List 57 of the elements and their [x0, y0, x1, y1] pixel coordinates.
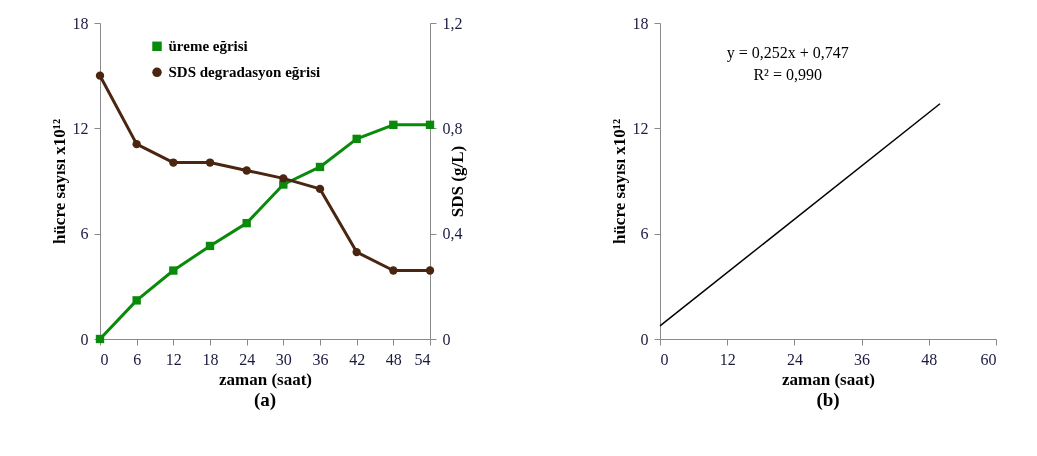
text: (b)	[816, 389, 840, 411]
point	[315, 184, 325, 194]
point	[279, 174, 288, 183]
y-tick-label: 0	[80, 330, 89, 348]
point	[352, 247, 361, 257]
x-tick-label: 12	[165, 350, 182, 368]
point	[132, 296, 141, 305]
y-tick-label: 12	[632, 119, 649, 137]
x-tick-label: 6	[133, 350, 142, 368]
y2-tick-label: 0	[442, 330, 451, 348]
point	[205, 158, 215, 167]
x-tick-label: 12	[719, 350, 736, 368]
y-tick-label: 0	[640, 330, 649, 348]
x-tick-label: 54	[414, 350, 431, 368]
point	[315, 162, 325, 172]
x-tick-label: 60	[980, 350, 997, 368]
x-tick-label: 30	[275, 350, 292, 368]
y-axis-title: hücre sayısı x10¹²	[609, 118, 629, 245]
x-tick-label: 42	[349, 350, 366, 368]
x-tick-label: 18	[202, 350, 219, 368]
x-tick-label: 48	[921, 350, 938, 368]
point	[169, 266, 178, 275]
y-tick-label: 12	[72, 119, 89, 137]
legend-label: üreme eğrisi	[168, 38, 248, 55]
x-tick-label: 36	[854, 350, 871, 368]
point	[425, 266, 435, 275]
x-tick-label: 24	[239, 350, 256, 368]
y2-axis-title: SDS (g/L)	[447, 145, 467, 218]
point	[95, 71, 105, 80]
y-tick-label: 18	[72, 14, 89, 32]
point	[389, 266, 398, 275]
point	[205, 241, 215, 251]
point	[132, 139, 141, 149]
annotation: R² = 0,990	[753, 66, 822, 83]
y-tick-label: 6	[80, 225, 89, 243]
point	[169, 158, 178, 167]
point	[425, 120, 435, 130]
x-tick-label: 0	[100, 350, 109, 368]
point	[242, 166, 251, 175]
annotation: y = 0,252x + 0,747	[726, 44, 849, 62]
point	[389, 120, 398, 130]
x-axis-title: zaman (saat)	[218, 369, 313, 389]
y2-tick-label: 1,2	[442, 14, 463, 32]
y2-tick-label: 0,8	[442, 119, 463, 137]
y-axis-title: hücre sayısı x10¹²	[49, 118, 69, 245]
x-tick-label: 48	[385, 350, 402, 368]
point	[242, 218, 251, 228]
legend-label: SDS degradasyon eğrisi	[168, 64, 321, 81]
x-tick-label: 24	[786, 350, 803, 368]
text: (a)	[253, 389, 277, 411]
x-axis-title: zaman (saat)	[781, 369, 876, 389]
point	[352, 134, 361, 144]
x-tick-label: 36	[312, 350, 329, 368]
y2-tick-label: 0,4	[442, 225, 463, 243]
y-tick-label: 6	[640, 225, 649, 243]
y-tick-label: 18	[632, 14, 649, 32]
x-tick-label: 0	[660, 350, 669, 368]
